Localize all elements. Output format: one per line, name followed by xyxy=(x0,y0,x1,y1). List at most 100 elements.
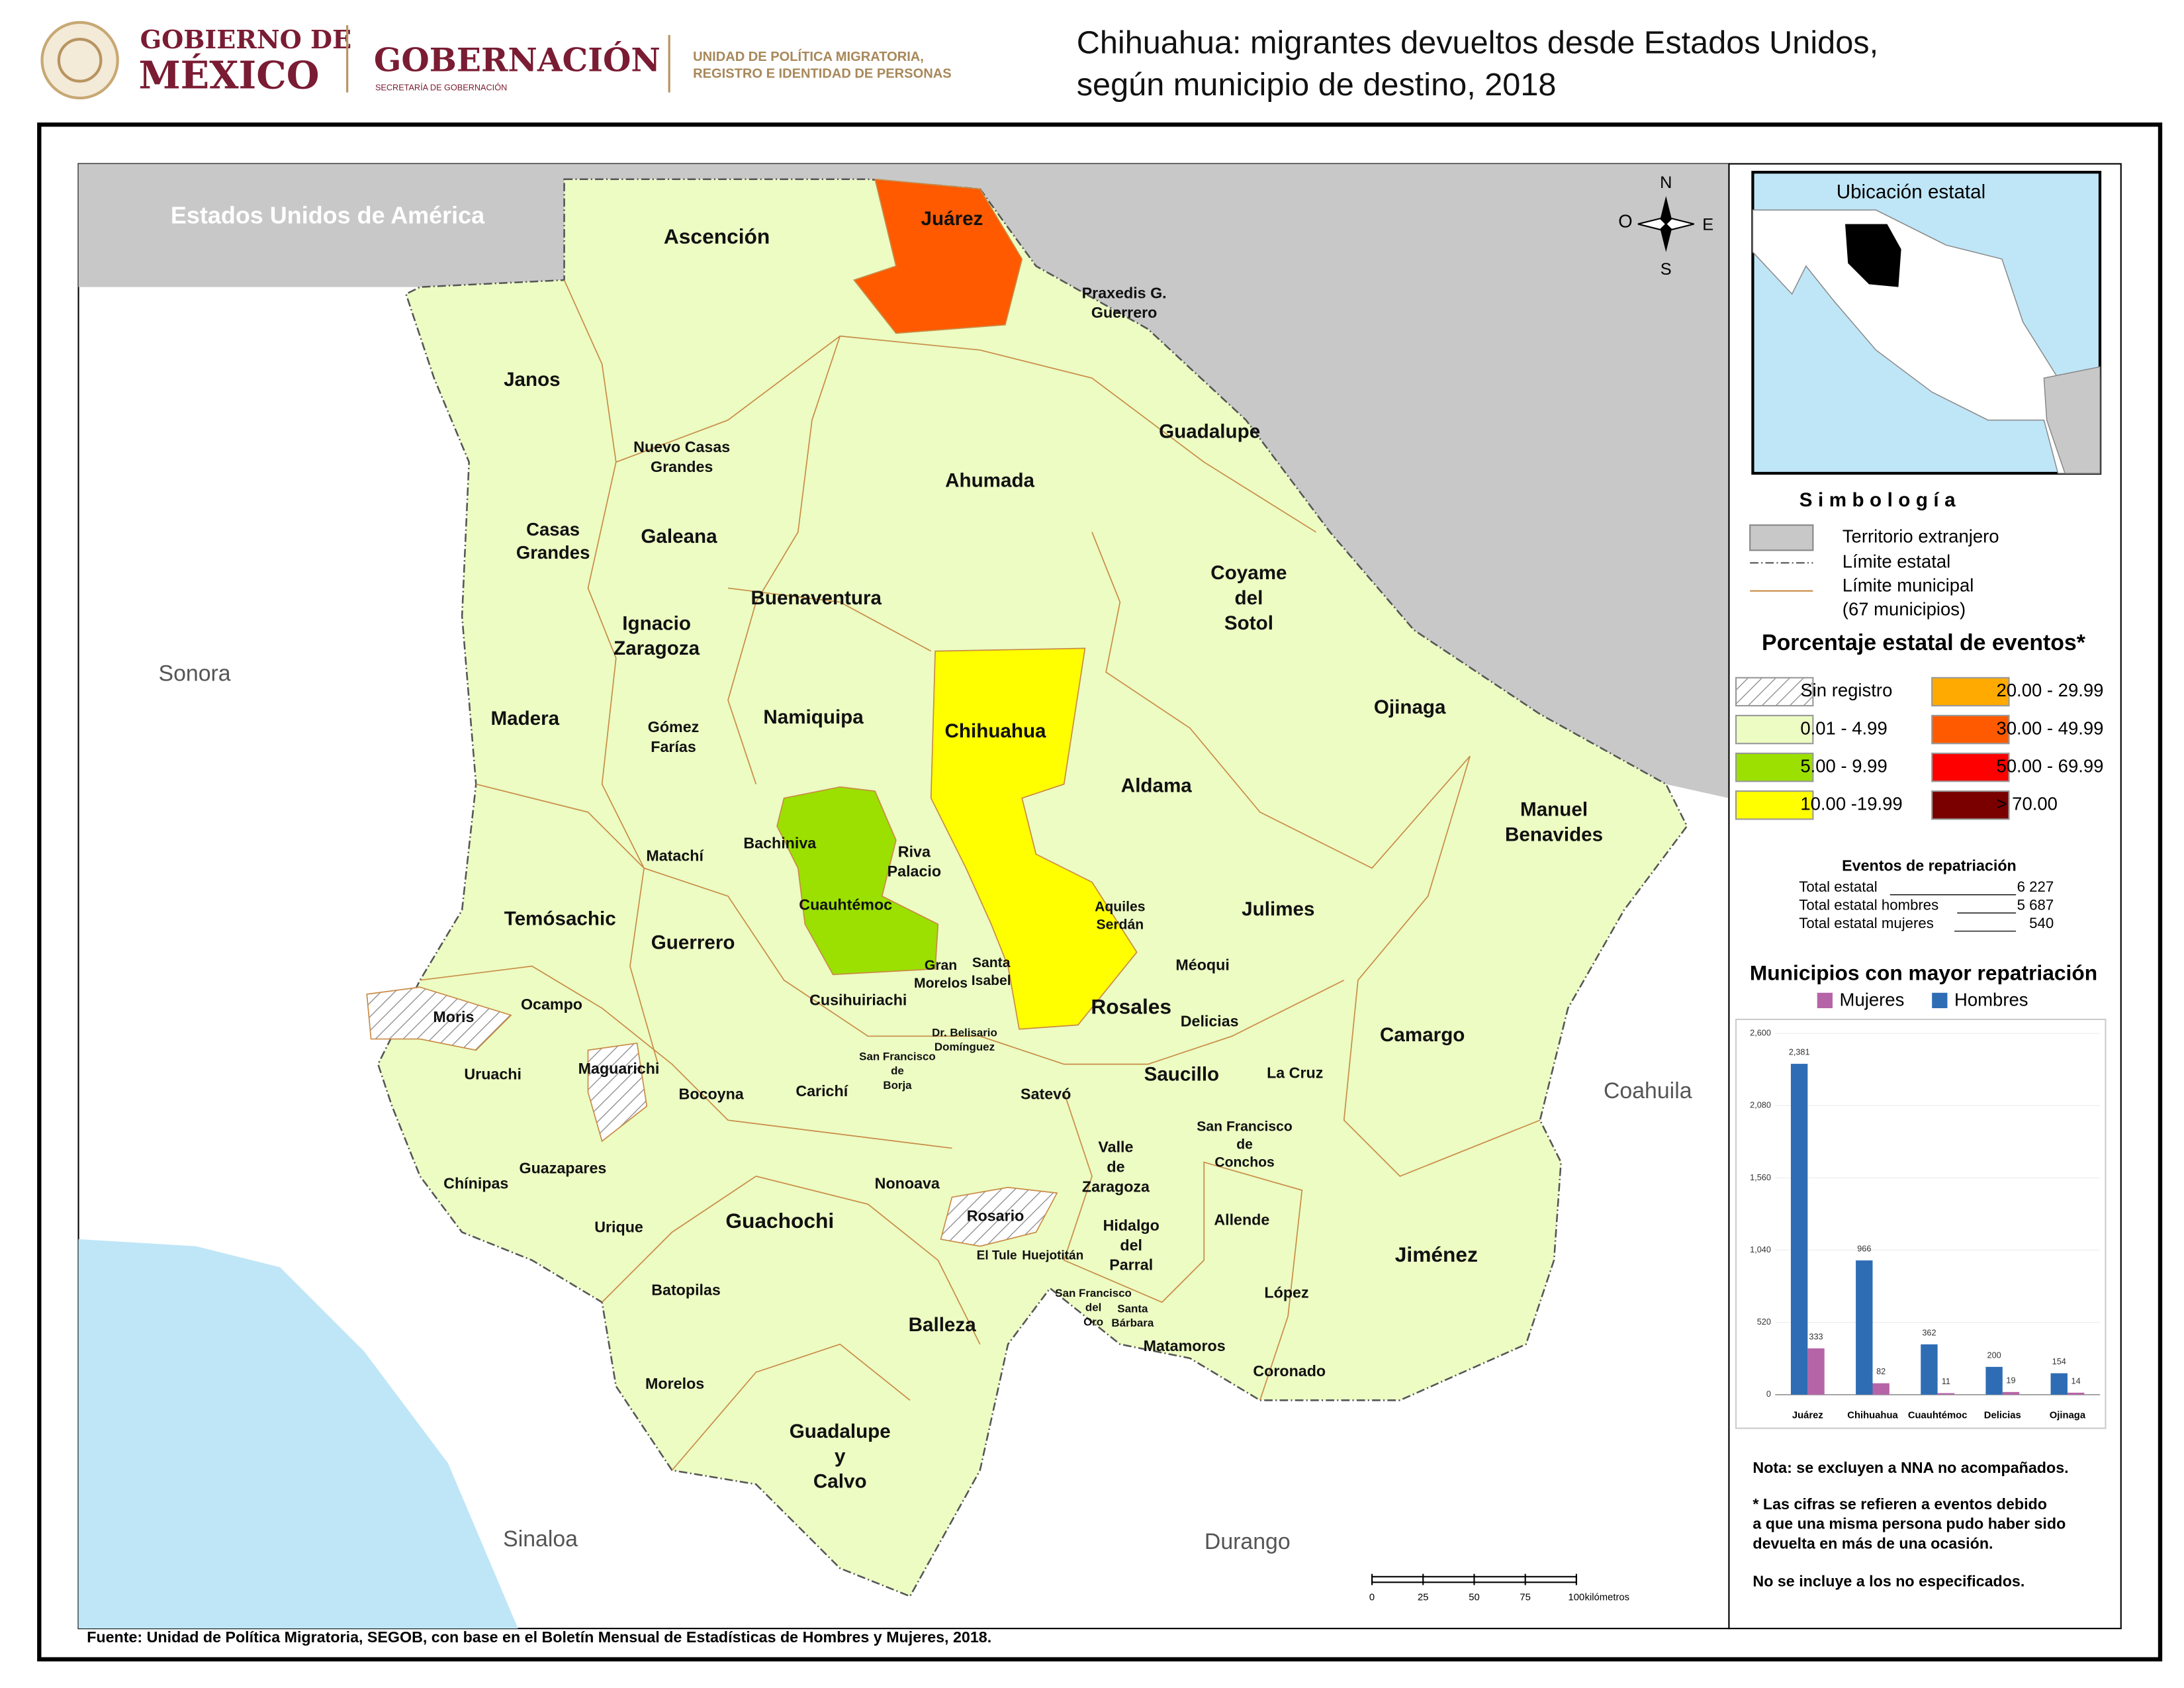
class-label: Sin registro xyxy=(1800,680,1892,700)
compass-arrow xyxy=(1660,196,1672,224)
rosario-area xyxy=(940,1186,1058,1247)
emblem xyxy=(40,21,119,100)
municipality-label: Bachiniva xyxy=(743,835,817,852)
municipality-label: Ojinaga xyxy=(1374,696,1446,718)
municipality-label: Ignacio xyxy=(622,612,691,634)
municipality-label: Batopilas xyxy=(651,1281,721,1298)
municipality-label: Valle xyxy=(1098,1139,1133,1156)
compass-arrow xyxy=(1660,224,1672,252)
municipality-label: Rosario xyxy=(967,1207,1024,1224)
legend-item: (67 municipios) xyxy=(1843,599,1966,620)
municipality-label: San Francisco xyxy=(859,1051,936,1063)
x-tick-label: Delicias xyxy=(1984,1410,2021,1421)
municipality-label: Nuevo Casas xyxy=(633,438,730,455)
compass-n: N xyxy=(1660,173,1672,192)
neighbor-label: Estados Unidos de América xyxy=(171,201,485,228)
bar xyxy=(1921,1344,1938,1395)
municipality-label: Jiménez xyxy=(1395,1243,1478,1266)
ministry-sub: SECRETARÍA DE GOBERNACIÓN xyxy=(375,83,507,93)
foreign-swatch xyxy=(1749,524,1814,551)
class-label: > 70.00 xyxy=(1996,794,2057,814)
municipality-label: del xyxy=(1235,587,1263,609)
municipality-label: Rosales xyxy=(1091,994,1171,1018)
municipality-label: Domínguez xyxy=(934,1041,995,1053)
class-label: 0.01 - 4.99 xyxy=(1800,718,1887,738)
municipality-label: Satevó xyxy=(1021,1085,1071,1102)
cuauhtemoc-area xyxy=(776,786,939,976)
map: N O E S Estados Unidos de América Sonora C… xyxy=(77,163,1730,1630)
municipality-label: Delicias xyxy=(1181,1012,1239,1029)
class-label: 50.00 - 69.99 xyxy=(1996,755,2103,776)
bar xyxy=(2002,1391,2020,1395)
value-label: 200 xyxy=(1987,1350,2001,1360)
y-tick-label: 2,600 xyxy=(1750,1028,1771,1037)
municipal-limit xyxy=(1091,532,1471,869)
municipality-label: del xyxy=(1085,1301,1101,1314)
municipality-label: Riva xyxy=(898,843,931,860)
municipality-label: y xyxy=(835,1446,846,1468)
x-tick-label: Juárez xyxy=(1792,1410,1823,1421)
municipality-label: Madera xyxy=(490,708,559,729)
municipality-label: Palacio xyxy=(887,863,941,880)
municipality-label: Ocampo xyxy=(521,996,582,1013)
note: * Las cifras se refieren a eventos debid… xyxy=(1752,1495,2047,1513)
municipality-label: Julimes xyxy=(1242,898,1314,920)
municipality-label: Santa xyxy=(1117,1302,1148,1315)
summary-value: 540 xyxy=(2029,915,2054,931)
municipality-label: Gómez xyxy=(648,718,700,735)
value-label: 19 xyxy=(2006,1376,2015,1385)
municipality-label: Guazapares xyxy=(520,1159,607,1176)
municipality-label: Coyame xyxy=(1210,562,1287,584)
scale-unit: kilómetros xyxy=(1585,1592,1629,1603)
note: Nota: se excluyen a NNA no acompañados. xyxy=(1752,1459,2068,1476)
municipality-label: López xyxy=(1264,1284,1308,1301)
class-label: 20.00 - 29.99 xyxy=(1996,680,2103,700)
inset-chihuahua xyxy=(1845,224,1901,287)
legend-title: Simbología xyxy=(1799,489,1961,511)
municipality-label: Calvo xyxy=(813,1471,867,1493)
title-line: Chihuahua: migrantes devueltos desde Est… xyxy=(1077,25,1878,61)
bar xyxy=(2050,1373,2068,1395)
municipality-label: Oro xyxy=(1083,1315,1103,1328)
municipality-label: Coronado xyxy=(1253,1362,1326,1380)
source: Fuente: Unidad de Política Migratoria, S… xyxy=(87,1628,991,1646)
municipality-label: Cuauhtémoc xyxy=(799,896,892,914)
scale-label: 25 xyxy=(1418,1592,1428,1603)
scale-label: 100 xyxy=(1569,1592,1585,1603)
municipality-label: Moris xyxy=(433,1008,474,1025)
legend-label: Mujeres xyxy=(1840,990,1905,1010)
municipal-limit xyxy=(671,1343,911,1471)
municipality-label: San Francisco xyxy=(1055,1287,1132,1299)
municipality-label: Grandes xyxy=(651,458,713,475)
municipality-label: Farías xyxy=(651,738,696,755)
summary-value: 5 687 xyxy=(2017,896,2054,913)
municipality-label: Praxedis G. xyxy=(1082,284,1167,301)
inset-title: Ubicación estatal xyxy=(1837,181,1985,203)
note: a que una misma persona pudo haber sido xyxy=(1752,1515,2066,1532)
y-tick-label: 1,040 xyxy=(1750,1245,1771,1254)
bar xyxy=(1790,1064,1808,1395)
municipality-label: Serdán xyxy=(1096,917,1144,932)
note: No se incluye a los no especificados. xyxy=(1752,1572,2025,1589)
y-tick-label: 520 xyxy=(1757,1317,1771,1327)
municipality-label: Maguarichi xyxy=(578,1060,660,1077)
bar xyxy=(1807,1348,1825,1395)
value-label: 14 xyxy=(2071,1376,2081,1385)
side-panel: Ubicación estatal Simbología Territorio … xyxy=(1728,163,2122,1630)
sea xyxy=(78,1239,518,1629)
scale-label: 75 xyxy=(1520,1592,1530,1603)
class-label: 30.00 - 49.99 xyxy=(1996,718,2103,738)
moris-area xyxy=(366,986,512,1051)
municipality-label: Chínipas xyxy=(443,1175,508,1192)
municipal-limit xyxy=(615,335,1316,533)
value-label: 333 xyxy=(1809,1332,1823,1341)
classes-title: Porcentaje estatal de eventos* xyxy=(1762,630,2086,655)
compass-arrow xyxy=(1664,217,1694,231)
municipality-label: Balleza xyxy=(909,1314,977,1336)
compass-e: E xyxy=(1702,215,1713,234)
inset-land xyxy=(1752,209,2101,474)
class-label: 5.00 - 9.99 xyxy=(1800,755,1887,776)
municipality-label: Matachí xyxy=(646,847,704,865)
class-swatch xyxy=(1735,752,1814,782)
